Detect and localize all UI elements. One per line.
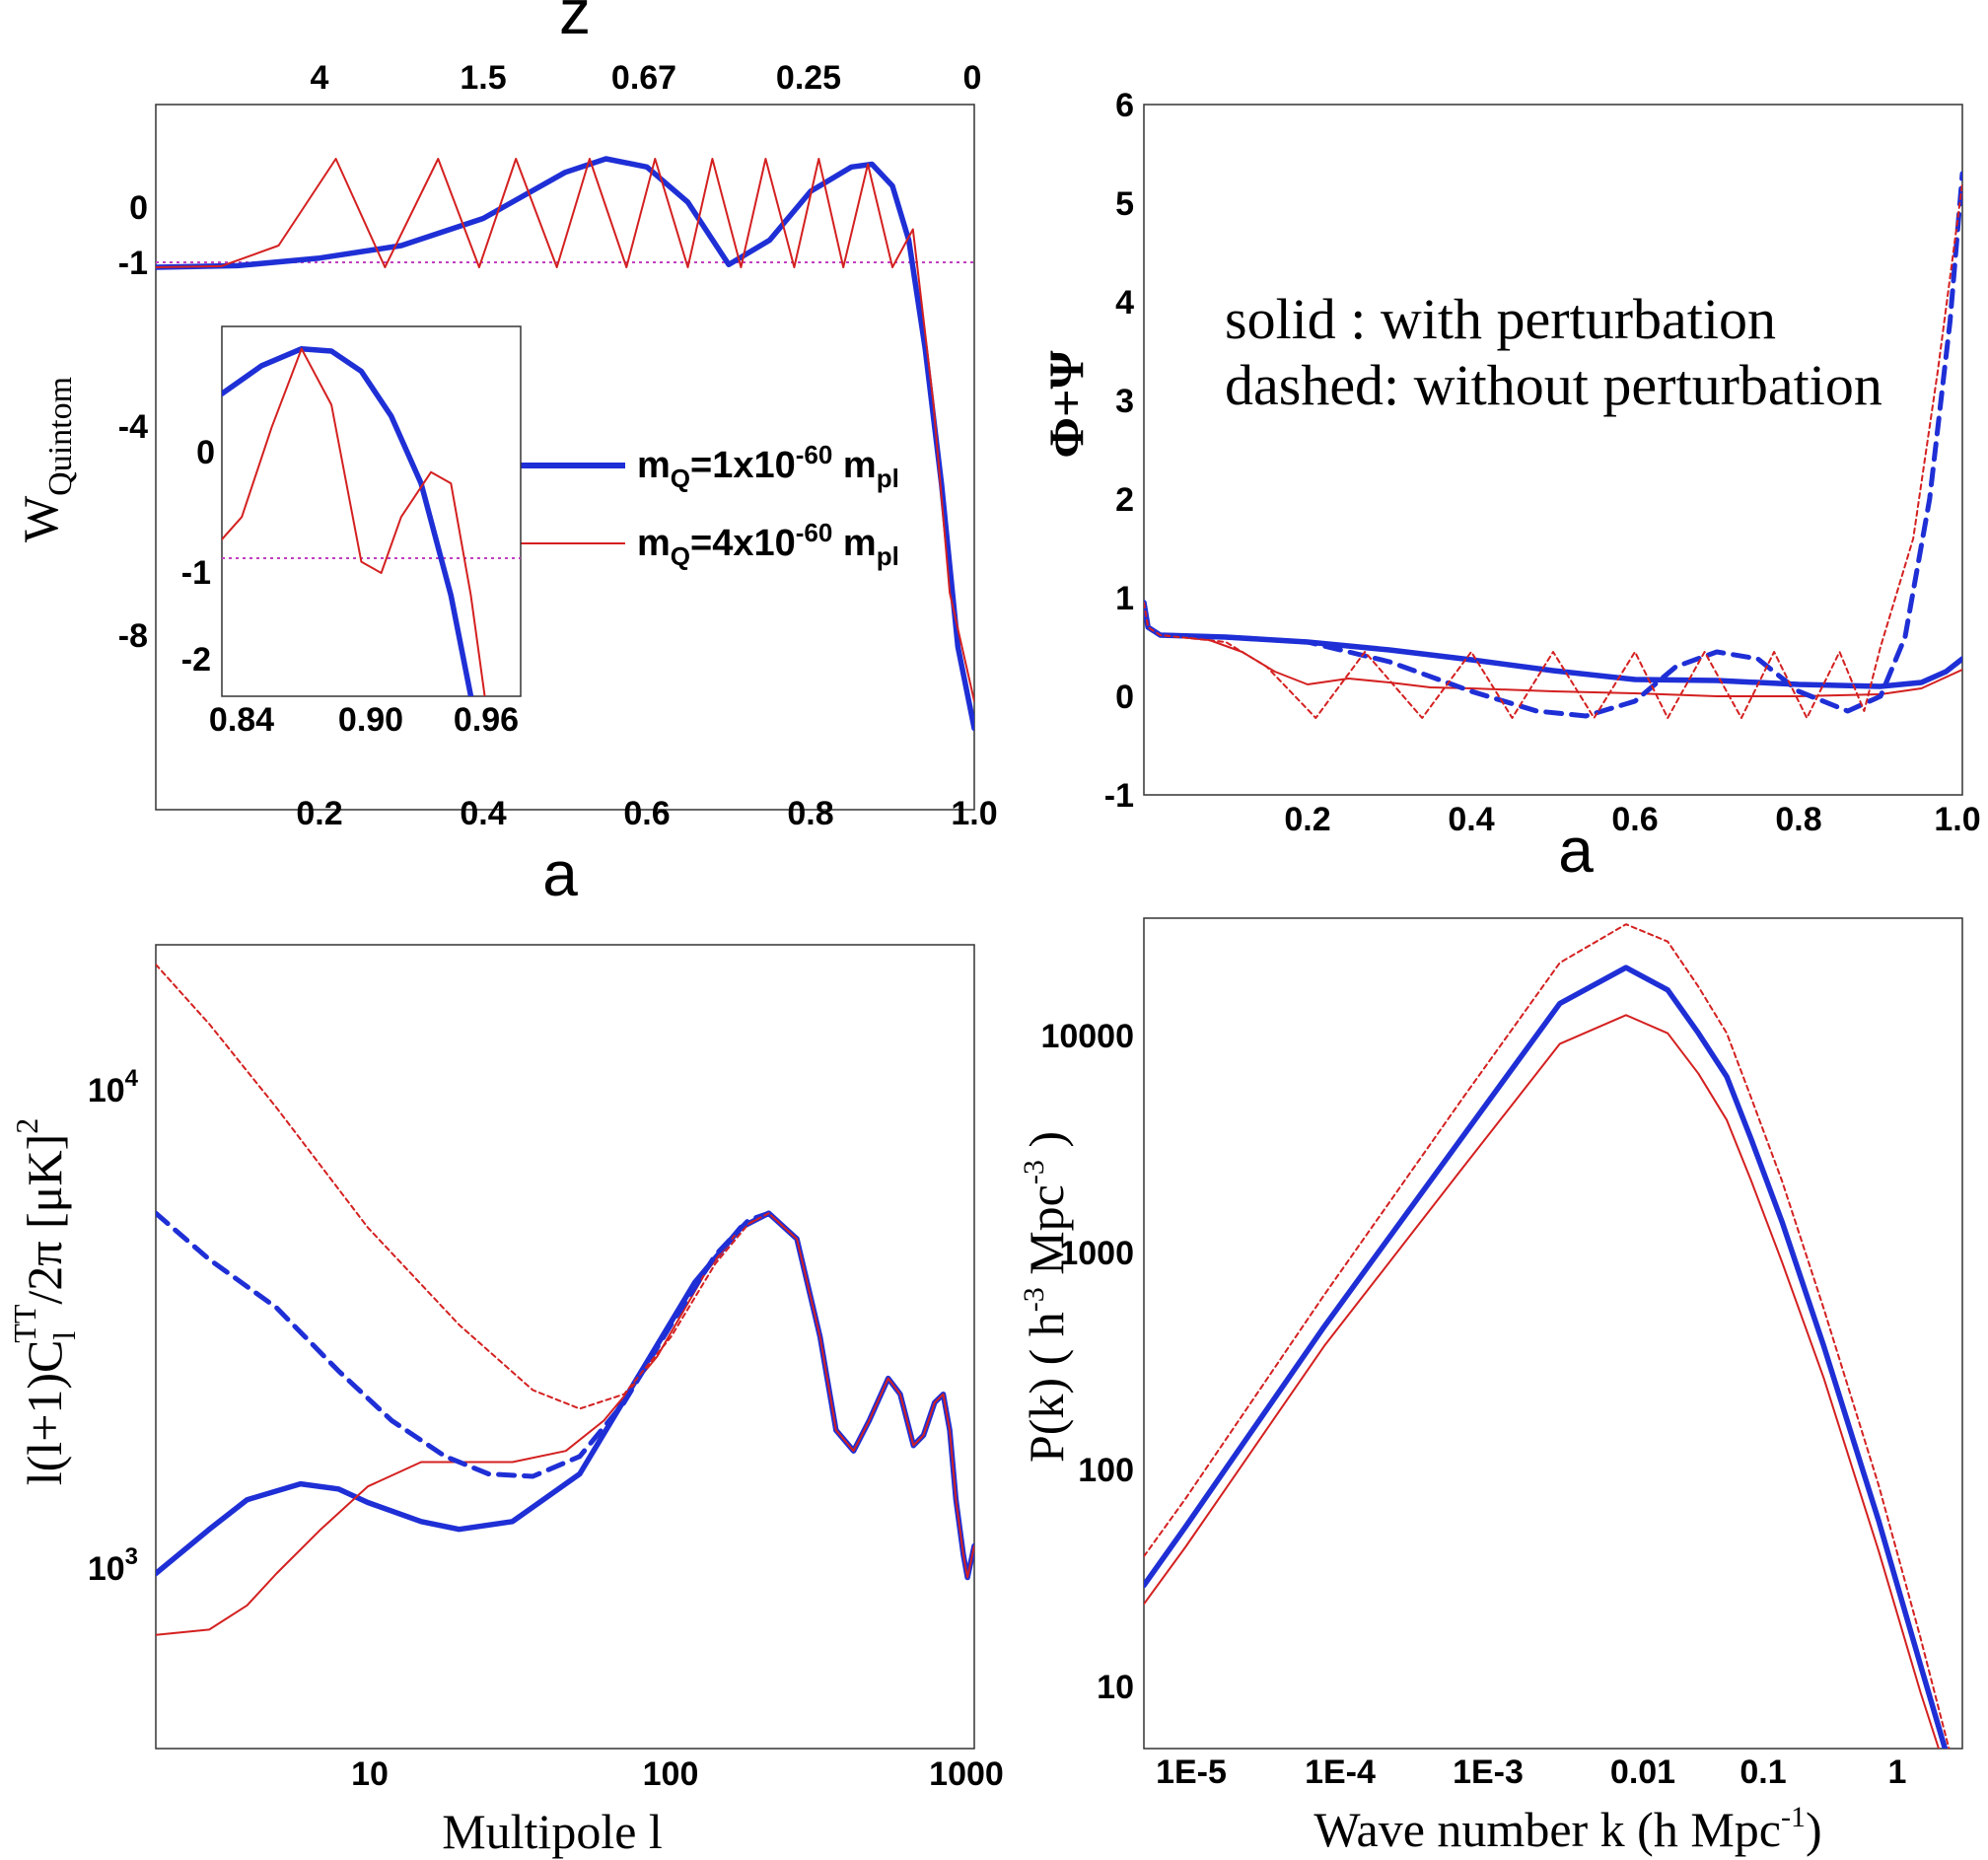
w-xtick-4: 1.0 bbox=[951, 795, 997, 832]
cl-ylabel: l(l+1)ClTT/2π [μK]2 bbox=[7, 1118, 82, 1485]
cl-ytick-1: 103 bbox=[88, 1543, 138, 1588]
w-xtick-2: 0.6 bbox=[623, 795, 670, 832]
pk-xtick-1: 1E-4 bbox=[1305, 1753, 1376, 1791]
cl-series-2 bbox=[156, 1210, 772, 1479]
w-legend-label-0: mQ=1x10-60 mpl bbox=[637, 440, 899, 493]
pk-xtick-2: 1E-3 bbox=[1453, 1753, 1524, 1791]
pk-xtick-3: 0.01 bbox=[1610, 1753, 1675, 1791]
w-ytick-2: -4 bbox=[118, 408, 148, 446]
phi-ytick-7: -1 bbox=[1104, 777, 1134, 815]
pk-ytick-2: 100 bbox=[1078, 1452, 1134, 1489]
phi-xtick-3: 0.8 bbox=[1775, 801, 1821, 838]
cl-xtick-2: 1000 bbox=[929, 1755, 1004, 1793]
phi-ytick-5: 1 bbox=[1115, 580, 1134, 617]
pk-series-group bbox=[1144, 923, 1951, 1749]
w-ztick-0: 4 bbox=[311, 59, 329, 97]
pk-series-0 bbox=[1144, 965, 1949, 1749]
cl-series-1 bbox=[156, 1212, 974, 1636]
pk-xlabel: Wave number k (h Mpc-1) bbox=[1314, 1801, 1821, 1857]
phi-annotation-1: dashed: without perturbation bbox=[1225, 353, 1882, 417]
w-inset-ytick-0: 0 bbox=[196, 434, 215, 471]
w-ytick-3: -8 bbox=[118, 617, 148, 655]
phi-xtick-2: 0.6 bbox=[1611, 801, 1658, 838]
pk-ytick-3: 10 bbox=[1097, 1669, 1134, 1706]
cl-xtick-1: 100 bbox=[643, 1755, 699, 1793]
phi-ytick-6: 0 bbox=[1115, 679, 1134, 716]
phi-ylabel: Φ+Ψ bbox=[1038, 351, 1094, 459]
panel-pk: 1E-5 1E-4 1E-3 0.01 0.1 1 10000 1000 100… bbox=[1018, 917, 1963, 1857]
cl-xlabel: Multipole l bbox=[442, 1804, 663, 1859]
cl-series-group bbox=[156, 964, 974, 1636]
w-inset-series-0 bbox=[222, 345, 474, 696]
pk-plot-frame bbox=[1143, 917, 1963, 1750]
panel-phi: 6 5 4 3 2 1 0 -1 0.2 0.4 0.6 0.8 1.0 a Φ… bbox=[1038, 87, 1981, 886]
phi-series-0 bbox=[1144, 600, 1962, 689]
w-inset-ytick-1: -1 bbox=[181, 554, 211, 592]
w-plot-frame bbox=[155, 104, 975, 811]
phi-series-group bbox=[1144, 171, 1962, 719]
w-xlabel: a bbox=[542, 838, 578, 909]
w-ztick-2: 0.67 bbox=[611, 59, 676, 97]
w-ytick-0: 0 bbox=[129, 189, 148, 227]
w-ytick-1: -1 bbox=[118, 245, 148, 282]
phi-xtick-0: 0.2 bbox=[1284, 801, 1330, 838]
w-inset-xtick-2: 0.96 bbox=[454, 701, 519, 739]
pk-xtick-5: 1 bbox=[1888, 1753, 1907, 1791]
pk-ytick-0: 10000 bbox=[1040, 1018, 1134, 1055]
pk-ytick-1: 1000 bbox=[1059, 1235, 1134, 1272]
pk-series-1 bbox=[1144, 1014, 1940, 1749]
w-ztick-4: 0 bbox=[963, 59, 982, 97]
phi-series-3 bbox=[1144, 182, 1962, 719]
w-xtick-0: 0.2 bbox=[296, 795, 342, 832]
phi-ytick-4: 2 bbox=[1115, 481, 1134, 519]
w-inset-series-group bbox=[222, 345, 486, 696]
phi-xtick-1: 0.4 bbox=[1448, 801, 1494, 838]
phi-annotation-0: solid : with perturbation bbox=[1225, 287, 1776, 351]
pk-ylabel: P(k) ( h-3 Mpc-3 ) bbox=[1018, 1131, 1074, 1463]
w-inset-xtick-1: 0.90 bbox=[338, 701, 403, 739]
pk-xtick-0: 1E-5 bbox=[1156, 1753, 1227, 1791]
w-legend: mQ=1x10-60 mpl mQ=4x10-60 mpl bbox=[521, 440, 899, 571]
panel-cl: 10 100 1000 104 103 Multipole l l(l+1)Cl… bbox=[7, 944, 1004, 1859]
w-legend-label-1: mQ=4x10-60 mpl bbox=[637, 518, 899, 571]
cl-ytick-0: 104 bbox=[88, 1065, 139, 1109]
w-series-group bbox=[156, 156, 974, 732]
w-series-1 bbox=[156, 158, 974, 702]
phi-ytick-2: 4 bbox=[1115, 284, 1134, 322]
cl-series-3 bbox=[156, 964, 770, 1410]
w-inset-ytick-2: -2 bbox=[181, 641, 211, 679]
w-series-0 bbox=[156, 156, 974, 732]
cl-xtick-0: 10 bbox=[351, 1755, 389, 1793]
phi-plot-frame bbox=[1143, 104, 1963, 796]
phi-xtick-4: 1.0 bbox=[1934, 801, 1980, 838]
w-ztick-3: 0.25 bbox=[776, 59, 841, 97]
phi-series-1 bbox=[1144, 602, 1962, 697]
w-ylabel: WQuintom bbox=[13, 377, 79, 542]
phi-series-2 bbox=[1144, 171, 1962, 719]
pk-xtick-4: 0.1 bbox=[1740, 1753, 1786, 1791]
w-inset-series-1 bbox=[222, 347, 486, 696]
phi-ytick-3: 3 bbox=[1115, 383, 1134, 420]
w-xtick-1: 0.4 bbox=[460, 795, 506, 832]
cl-plot-frame bbox=[155, 944, 975, 1750]
panel-w: 0.2 0.4 0.6 0.8 1.0 0 -1 -4 -8 z 4 1.5 0… bbox=[13, 0, 998, 909]
w-ztick-1: 1.5 bbox=[460, 59, 506, 97]
phi-xlabel: a bbox=[1558, 815, 1594, 886]
phi-ytick-1: 5 bbox=[1115, 185, 1134, 223]
w-xtick-3: 0.8 bbox=[787, 795, 833, 832]
pk-series-2 bbox=[1144, 923, 1951, 1749]
phi-ytick-0: 6 bbox=[1115, 87, 1134, 124]
w-inset-xtick-0: 0.84 bbox=[209, 701, 274, 739]
cl-series-0 bbox=[156, 1210, 974, 1581]
w-top-axis-label: z bbox=[559, 0, 591, 47]
w-inset: 0.84 0.90 0.96 0 -1 -2 bbox=[181, 325, 522, 739]
